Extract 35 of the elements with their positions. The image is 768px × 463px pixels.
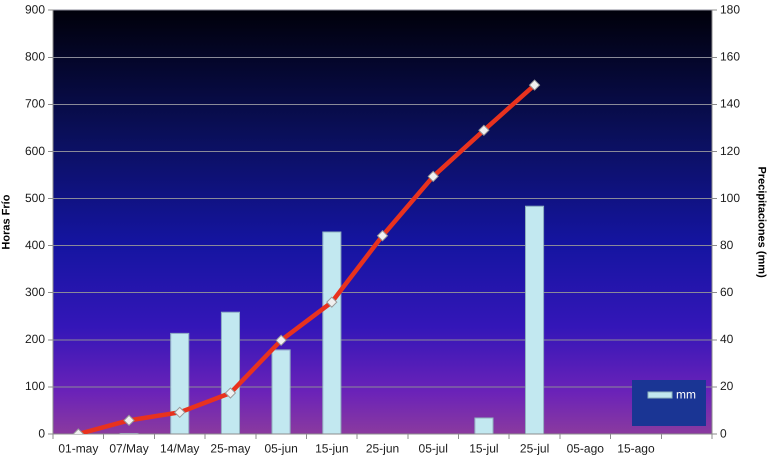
x-tick-label: 14/May [160,442,200,456]
y2-tick-label: 20 [720,379,734,394]
y2-tick-label: 120 [720,144,740,158]
y2-tick-label: 180 [720,2,740,17]
y2-tick-label: 60 [720,285,734,300]
legend-label: mm [676,387,696,402]
y2-tick-label: 160 [720,50,740,64]
x-tick-label: 07/May [109,442,149,456]
y-tick-label: 900 [24,2,46,17]
x-tick-label: 25-may [210,442,250,456]
y-tick-label: 600 [24,144,46,158]
y-tick-label: 800 [24,50,46,64]
y2-axis-title: Precipitaciones (mm) [755,166,768,278]
x-tick-label: 05-ago [566,442,604,456]
y2-tick-label: 80 [720,238,734,252]
y-tick-label: 700 [24,96,46,111]
x-tick-label: 05-jul [418,442,448,456]
y-tick-label: 400 [24,238,46,252]
x-tick-label: 15-ago [617,442,655,456]
y-tick-label: 0 [38,426,46,440]
x-tick-label: 15-jun [315,442,348,456]
x-tick-label: 05-jun [264,442,298,456]
x-tick-label: 25-jul [520,442,550,456]
y2-tick-label: 40 [720,332,734,346]
y2-tick-label: 0 [720,426,727,440]
x-tick-label: 25-jun [366,442,400,456]
y-axis-title: Horas Frío [0,194,13,250]
y-tick-label: 300 [24,285,46,300]
y2-tick-label: 100 [720,190,740,205]
x-tick-label: 15-jul [469,442,499,456]
y-tick-label: 500 [24,190,46,205]
x-tick-label: 01-may [58,442,98,456]
y2-tick-label: 140 [720,96,740,111]
y-tick-label: 100 [24,379,46,394]
y-tick-label: 200 [24,332,46,346]
